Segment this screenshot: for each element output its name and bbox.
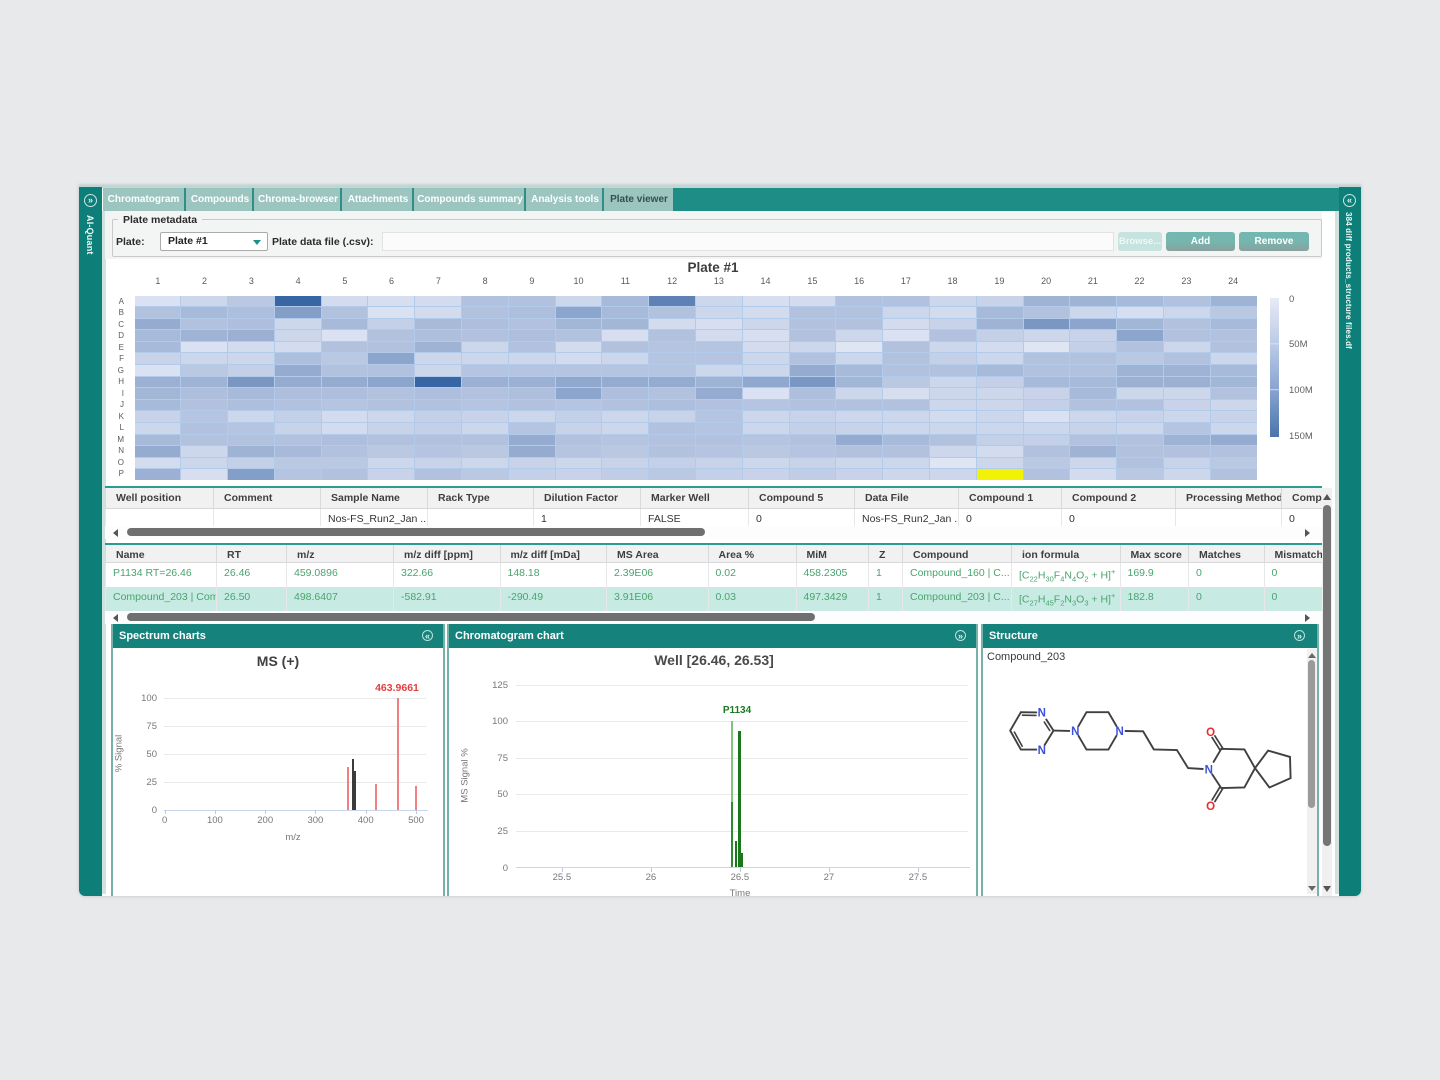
svg-text:O: O (1206, 727, 1215, 739)
svg-text:N: N (1038, 708, 1046, 720)
svg-text:N: N (1205, 765, 1213, 777)
svg-text:N: N (1115, 726, 1123, 738)
svg-text:N: N (1071, 726, 1079, 738)
svg-text:O: O (1206, 801, 1215, 813)
svg-text:N: N (1038, 745, 1046, 757)
